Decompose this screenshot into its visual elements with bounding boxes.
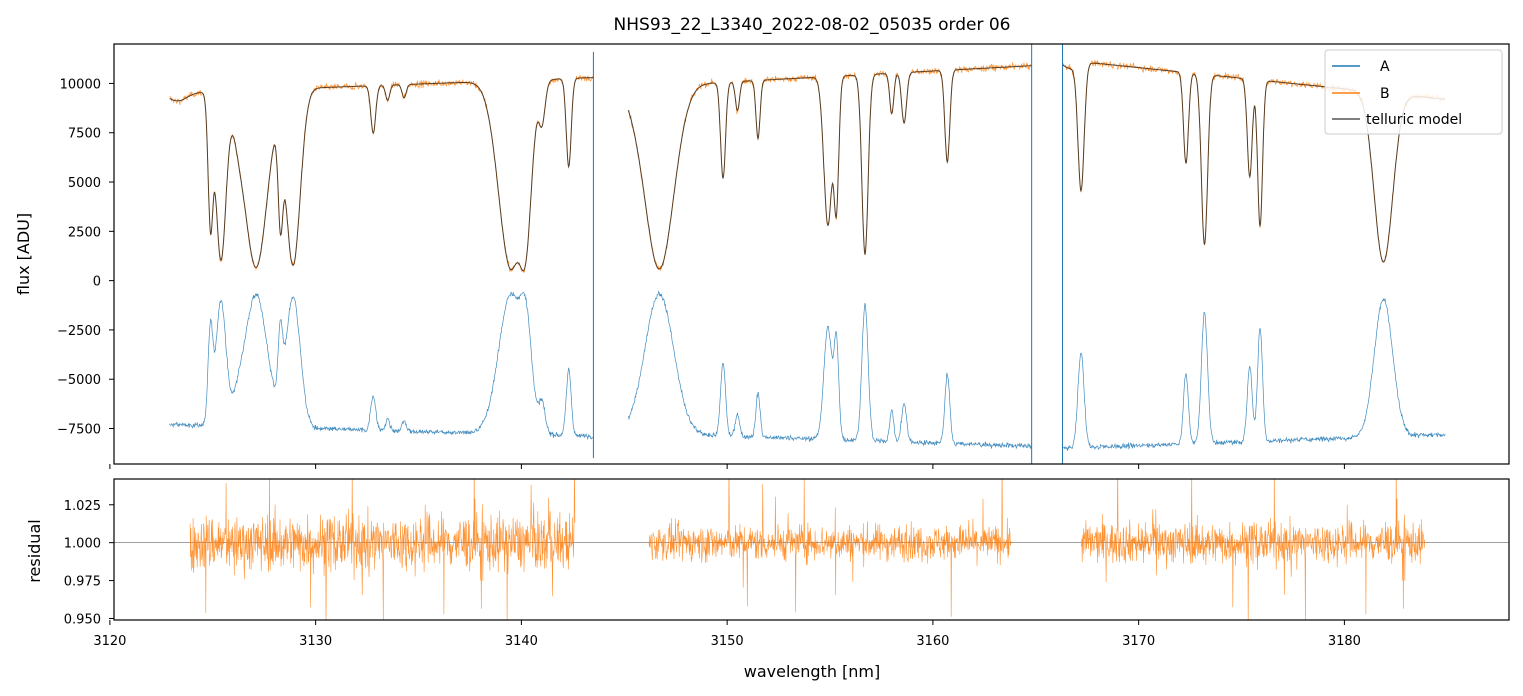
residual-segment-1 (189, 479, 576, 620)
series-a-segment-2 (628, 290, 1032, 450)
series-b-segment-1 (169, 74, 594, 274)
flux-y-tick-label: −5000 (57, 373, 101, 388)
flux-y-tick-label: 5000 (68, 176, 101, 191)
legend-label-model: telluric model (1366, 112, 1462, 128)
flux-y-tick-label: −7500 (57, 423, 101, 438)
series-a-segment-3 (1062, 298, 1446, 451)
flux-x-ticks (109, 464, 1345, 469)
residual-y-tick-label: 0.950 (64, 612, 101, 627)
flux-y-tick-label: −2500 (57, 324, 101, 339)
flux-y-tick-label: 0 (93, 275, 101, 290)
residual-y-tick-label: 0.975 (64, 575, 101, 590)
residual-panel: 1.025 1.000 0.975 0.950 3120 3130 3140 3150 316… (25, 478, 1510, 681)
residual-plot-area (114, 479, 1509, 620)
flux-y-tick-label: 2500 (68, 225, 101, 240)
legend-box (1324, 49, 1503, 135)
residual-y-tick-label: 1.025 (64, 499, 101, 514)
flux-y-tick-label: 10000 (60, 77, 101, 92)
x-tick-label: 3150 (711, 634, 744, 649)
x-tick-label: 3120 (93, 634, 126, 649)
telluric-model-segment-3 (1062, 62, 1446, 263)
x-tick-label: 3140 (505, 634, 538, 649)
x-tick-label: 3130 (299, 634, 332, 649)
residual-x-ticks: 3120 3130 3140 3150 3160 3170 3180 (93, 620, 1361, 649)
flux-panel: 10000 7500 5000 2500 0 −2500 −5000 −7500 flux [… (14, 43, 1510, 469)
flux-axes-frame (113, 43, 1510, 465)
flux-y-tick-label: 7500 (68, 127, 101, 142)
residual-y-label: residual (25, 519, 44, 582)
residual-y-tick-label: 1.000 (64, 537, 101, 552)
telluric-model-segment-2 (627, 65, 1032, 270)
series-a-segment-1 (169, 291, 594, 441)
x-tick-label: 3160 (916, 634, 949, 649)
x-axis-label: wavelength [nm] (744, 662, 881, 681)
residual-axes-frame (113, 478, 1510, 621)
residual-y-ticks: 1.025 1.000 0.975 0.950 (64, 499, 114, 627)
series-b-segment-2 (628, 61, 1032, 271)
legend-label-a: A (1380, 59, 1390, 75)
flux-y-ticks: 10000 7500 5000 2500 0 −2500 −5000 −7500 (57, 77, 114, 438)
flux-plot-area (169, 44, 1446, 464)
legend: A B telluric model (1324, 49, 1503, 135)
residual-segment-3 (1080, 479, 1425, 620)
telluric-model-segment-1 (169, 77, 594, 272)
legend-label-b: B (1380, 86, 1390, 102)
x-tick-label: 3170 (1122, 634, 1155, 649)
flux-y-label: flux [ADU] (14, 213, 33, 295)
chart-title: NHS93_22_L3340_2022-08-02_05035 order 06 (614, 15, 1011, 35)
x-tick-label: 3180 (1328, 634, 1361, 649)
residual-segment-2 (648, 479, 1012, 617)
